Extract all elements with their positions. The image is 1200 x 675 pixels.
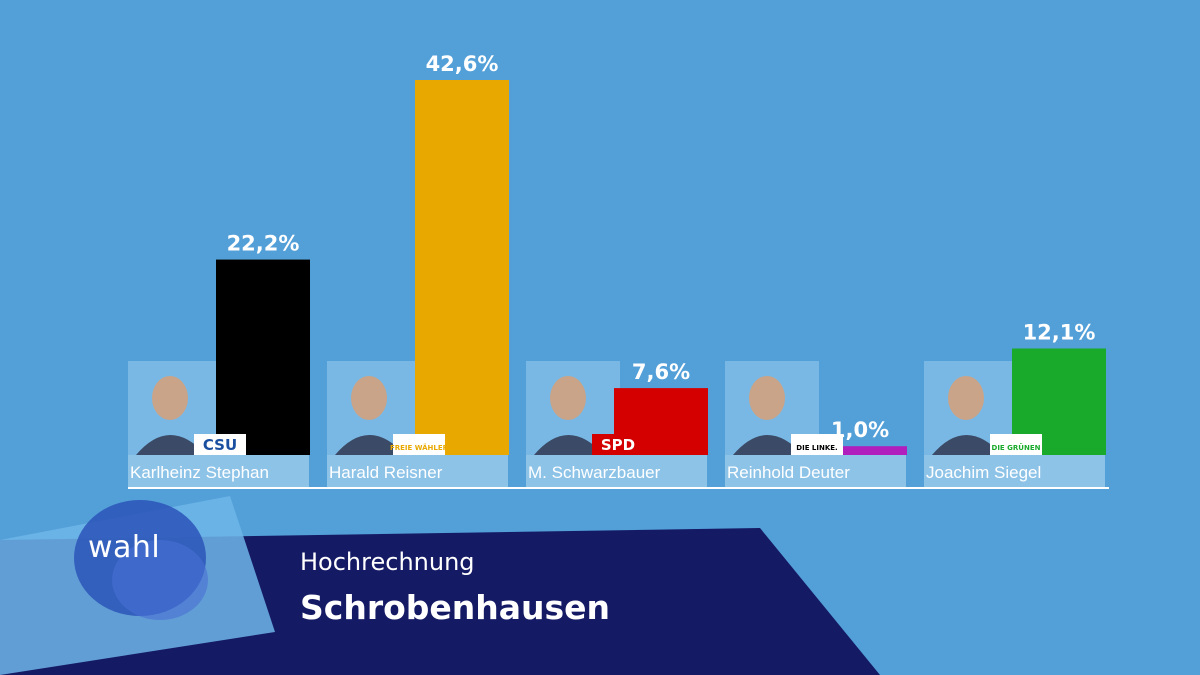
portrait-head (550, 376, 586, 420)
portrait-head (152, 376, 188, 420)
wahl-logo: wahl (88, 530, 161, 565)
value-label: 7,6% (632, 360, 690, 384)
name-strip (128, 455, 309, 487)
party-logo-text: SPD (601, 436, 635, 454)
bar-4 (813, 446, 907, 455)
name-strip (526, 455, 707, 487)
name-strip (725, 455, 906, 487)
party-badge (592, 434, 644, 455)
name-strip (327, 455, 508, 487)
portrait-head (351, 376, 387, 420)
banner-subtitle: Hochrechnung (300, 548, 475, 576)
candidate-name: Joachim Siegel (926, 463, 1041, 482)
party-badge (990, 434, 1042, 455)
party-logo-text: DIE LINKE. (796, 444, 837, 452)
candidate-name: M. Schwarzbauer (528, 463, 661, 482)
baseline (128, 487, 1109, 489)
value-label: 42,6% (426, 52, 499, 76)
party-logo-text: CSU (203, 436, 237, 454)
banner-title: Schrobenhausen (300, 588, 611, 627)
portrait-head (948, 376, 984, 420)
portrait-body (335, 435, 405, 455)
candidate-name: Karlheinz Stephan (130, 463, 269, 482)
portrait-body (136, 435, 206, 455)
portrait-head (749, 376, 785, 420)
value-label: 12,1% (1023, 320, 1096, 344)
candidate-name: Reinhold Deuter (727, 463, 850, 482)
party-logo-text: DIE GRÜNEN (992, 443, 1041, 452)
value-label: 22,2% (227, 232, 300, 256)
bar-1 (216, 259, 310, 455)
portrait-body (534, 435, 604, 455)
party-badge (194, 434, 246, 455)
party-logo-text: FREIE WÄHLER (390, 443, 449, 452)
portrait-body (733, 435, 803, 455)
candidate-name: Harald Reisner (329, 463, 443, 482)
name-strip (924, 455, 1105, 487)
value-label: 1,0% (831, 418, 889, 442)
party-badge (393, 434, 445, 455)
bar-2 (415, 80, 509, 455)
portrait-body (932, 435, 1002, 455)
party-badge (791, 434, 843, 455)
